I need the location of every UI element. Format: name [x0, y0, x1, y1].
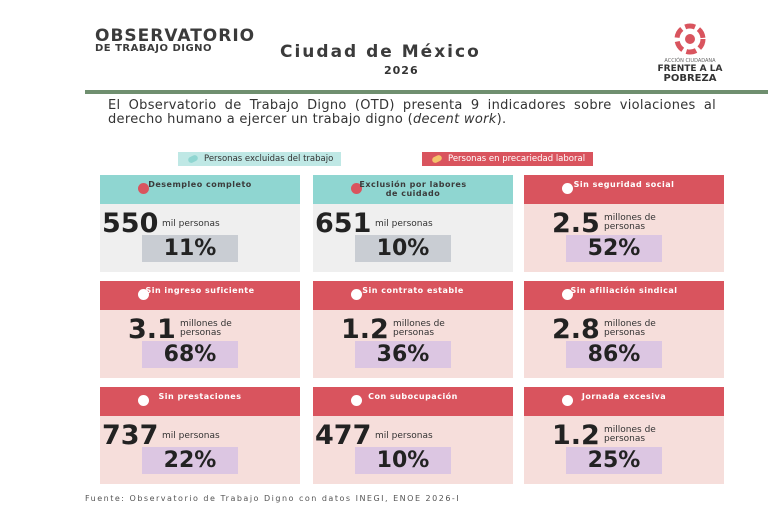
- card-unit: millones de personas: [180, 319, 232, 338]
- card-percent: 68%: [142, 341, 238, 368]
- card-amount: 737: [102, 420, 159, 451]
- card-title: Con subocupación: [368, 392, 458, 401]
- card-percent: 10%: [355, 447, 451, 474]
- card-header: [524, 387, 724, 416]
- legend-icon: [187, 154, 199, 164]
- card-title: Jornada excesiva: [581, 392, 667, 401]
- card-amount: 2.5: [552, 208, 600, 239]
- card-icon: [562, 183, 573, 194]
- card-header: [313, 281, 513, 310]
- indicator-card: Desempleo completo 550 mil personas 11%: [100, 175, 300, 272]
- legend-item: Personas en precariedad laboral: [422, 152, 594, 166]
- legend-icon: [431, 154, 443, 164]
- intro: El Observatorio de Trabajo Digno (OTD) p…: [108, 99, 716, 127]
- card-amount: 3.1: [128, 314, 176, 345]
- card-icon: [351, 183, 362, 194]
- indicator-card: Jornada excesiva 1.2 millones de personas 2…: [524, 387, 724, 484]
- indicator-card: Exclusión por labores de cuidado 651 mil p…: [313, 175, 513, 272]
- card-header: [313, 175, 513, 204]
- indicator-card: Sin seguridad social 2.5 millones de perso…: [524, 175, 724, 272]
- card-percent: 22%: [142, 447, 238, 474]
- card-icon: [562, 395, 573, 406]
- card-percent: 36%: [355, 341, 451, 368]
- card-amount: 2.8: [552, 314, 600, 345]
- page-title: Ciudad de México: [280, 42, 481, 62]
- card-unit: millones de personas: [604, 319, 656, 338]
- indicator-card: Sin prestaciones 737 mil personas 22%: [100, 387, 300, 484]
- card-title: Sin seguridad social: [573, 180, 675, 189]
- card-percent: 11%: [142, 235, 238, 262]
- card-unit: mil personas: [375, 431, 433, 441]
- card-title: Exclusión por labores de cuidado: [359, 180, 467, 198]
- intro-emphasis: decent work: [412, 112, 497, 127]
- indicator-card: Sin contrato estable 1.2 millones de perso…: [313, 281, 513, 378]
- card-amount: 651: [315, 208, 372, 239]
- card-icon: [138, 395, 149, 406]
- card-header: [524, 175, 724, 204]
- indicator-card: Sin ingreso suficiente 3.1 millones de per…: [100, 281, 300, 378]
- logo-icon: [674, 23, 706, 55]
- card-percent: 86%: [566, 341, 662, 368]
- year: 2026: [384, 64, 419, 77]
- card-icon: [138, 289, 149, 300]
- card-title: Sin contrato estable: [362, 286, 464, 295]
- card-icon: [351, 395, 362, 406]
- legend-item: Personas excluidas del trabajo: [178, 152, 342, 166]
- card-header: [313, 387, 513, 416]
- card-amount: 477: [315, 420, 372, 451]
- indicator-card: Sin afiliación sindical 2.8 millones de pe…: [524, 281, 724, 378]
- card-amount: 1.2: [552, 420, 600, 451]
- org-subname: DE TRABAJO DIGNO: [95, 43, 213, 54]
- card-icon: [562, 289, 573, 300]
- card-title: Sin prestaciones: [158, 392, 242, 401]
- card-percent: 10%: [355, 235, 451, 262]
- card-header: [524, 281, 724, 310]
- card-header: [100, 281, 300, 310]
- indicator-card: Con subocupación 477 mil personas 10%: [313, 387, 513, 484]
- card-title: Desempleo completo: [148, 180, 252, 189]
- card-unit: mil personas: [375, 219, 433, 229]
- logo-text: POBREZA: [663, 73, 717, 84]
- logo-tagline: ACCIÓN CIUDADANA: [664, 58, 716, 64]
- card-unit: millones de personas: [604, 425, 656, 444]
- source: Fuente: Observatorio de Trabajo Digno co…: [85, 494, 461, 503]
- card-icon: [351, 289, 362, 300]
- intro-text: El Observatorio de Trabajo Digno (OTD) p…: [108, 98, 716, 127]
- card-header: [100, 175, 300, 204]
- intro-text: ).: [496, 112, 507, 127]
- card-title: Sin ingreso suficiente: [145, 286, 255, 295]
- org-name: OBSERVATORIO: [95, 26, 256, 46]
- card-icon: [138, 183, 149, 194]
- card-title: Sin afiliación sindical: [570, 286, 678, 295]
- card-percent: 52%: [566, 235, 662, 262]
- card-unit: millones de personas: [393, 319, 445, 338]
- card-unit: millones de personas: [604, 213, 656, 232]
- logo-text: FRENTE A LA: [657, 64, 723, 74]
- card-unit: mil personas: [162, 431, 220, 441]
- divider: [85, 90, 768, 94]
- card-amount: 550: [102, 208, 159, 239]
- card-percent: 25%: [566, 447, 662, 474]
- card-unit: mil personas: [162, 219, 220, 229]
- card-amount: 1.2: [341, 314, 389, 345]
- card-header: [100, 387, 300, 416]
